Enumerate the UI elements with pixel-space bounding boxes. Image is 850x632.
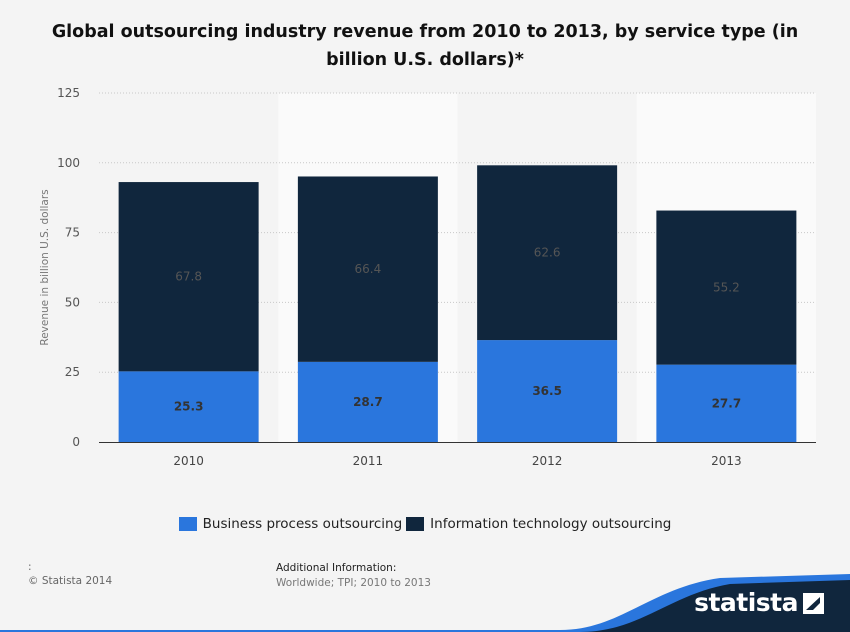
- y-tick-label-4: 100: [57, 156, 80, 170]
- y-tick-label-2: 50: [65, 295, 80, 309]
- y-axis-label: Revenue in billion U.S. dollars: [39, 189, 51, 345]
- data-label-ito-2011: 66.4: [355, 262, 382, 276]
- data-label-bpo-2011: 28.7: [353, 395, 383, 409]
- additional-text: Worldwide; TPI; 2010 to 2013: [276, 577, 431, 589]
- y-tick-label-3: 75: [65, 226, 80, 240]
- legend-item-ito[interactable]: Information technology outsourcing: [406, 516, 671, 532]
- additional-information: Additional Information: Worldwide; TPI; …: [276, 561, 431, 591]
- bar-ito-2013: [656, 210, 797, 365]
- legend-label-bpo: Business process outsourcing: [202, 516, 403, 532]
- legend-label-ito: Information technology outsourcing: [430, 516, 672, 532]
- data-label-ito-2012: 62.6: [534, 246, 561, 260]
- additional-heading: Additional Information:: [276, 562, 397, 574]
- data-label-bpo-2013: 27.7: [712, 396, 742, 410]
- data-label-bpo-2010: 25.3: [174, 400, 204, 414]
- statista-logo[interactable]: statista: [694, 588, 798, 617]
- data-label-ito-2013: 55.2: [713, 281, 740, 295]
- legend-swatch-ito: [406, 517, 425, 531]
- bar-bpo-2010: [118, 371, 259, 442]
- bar-bpo-2013: [656, 364, 797, 442]
- brand-wave: [0, 574, 850, 632]
- data-label-ito-2010: 67.8: [175, 270, 202, 284]
- x-tick-label-3: 2013: [711, 454, 742, 468]
- data-label-bpo-2012: 36.5: [532, 384, 562, 398]
- footer-source: : © Statista 2014: [28, 560, 112, 588]
- copyright-text[interactable]: © Statista 2014: [28, 575, 113, 587]
- y-tick-label-0: 0: [72, 435, 80, 449]
- bar-ito-2011: [297, 176, 438, 362]
- y-tick-label-1: 25: [65, 365, 80, 379]
- x-tick-label-1: 2011: [353, 454, 384, 468]
- y-tick-label-5: 125: [57, 86, 80, 100]
- x-tick-label-0: 2010: [173, 454, 204, 468]
- statista-logo-icon: [803, 593, 824, 614]
- legend: Business process outsourcing Information…: [0, 516, 850, 532]
- bar-bpo-2011: [297, 361, 438, 442]
- chart-title: Global outsourcing industry revenue from…: [51, 22, 799, 70]
- bar-bpo-2012: [477, 340, 618, 442]
- legend-swatch-bpo: [178, 517, 197, 531]
- legend-item-bpo[interactable]: Business process outsourcing: [178, 516, 403, 532]
- chart-plot: 0 25 50 75 100 125 Revenue in billion U.S. dol…: [39, 86, 816, 468]
- bar-ito-2012: [477, 165, 618, 341]
- x-tick-label-2: 2012: [532, 454, 563, 468]
- bar-ito-2010: [118, 182, 259, 372]
- source-label: :: [28, 561, 32, 573]
